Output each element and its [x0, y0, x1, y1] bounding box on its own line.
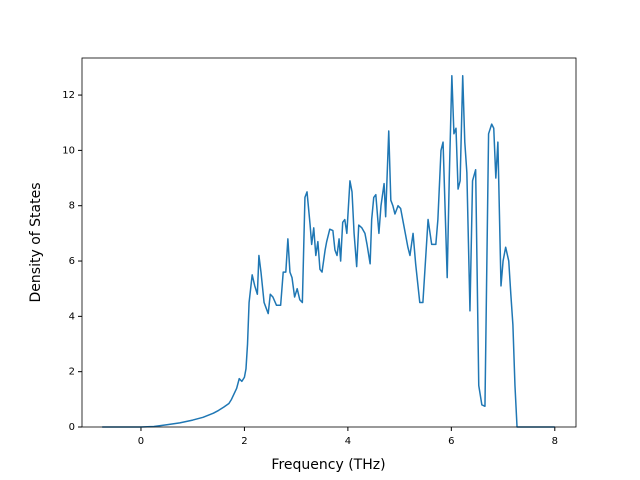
y-axis-label: Density of States: [28, 183, 44, 303]
x-tick-label: 6: [448, 436, 454, 447]
line-series: [102, 74, 555, 428]
x-tick-label: 0: [138, 436, 144, 447]
y-tick-label: 4: [69, 311, 75, 322]
x-tick-label: 2: [241, 436, 247, 447]
y-tick-label: 8: [69, 201, 75, 212]
y-tick-label: 6: [69, 256, 75, 267]
x-tick-label: 4: [345, 436, 351, 447]
plot-frame: [81, 57, 577, 428]
y-tick-label: 10: [62, 145, 75, 156]
y-tick-label: 2: [69, 367, 75, 378]
x-axis-label: Frequency (THz): [271, 457, 385, 473]
y-tick-label: 12: [62, 90, 75, 101]
y-tick-label: 0: [69, 422, 75, 433]
x-tick-label: 8: [552, 436, 558, 447]
